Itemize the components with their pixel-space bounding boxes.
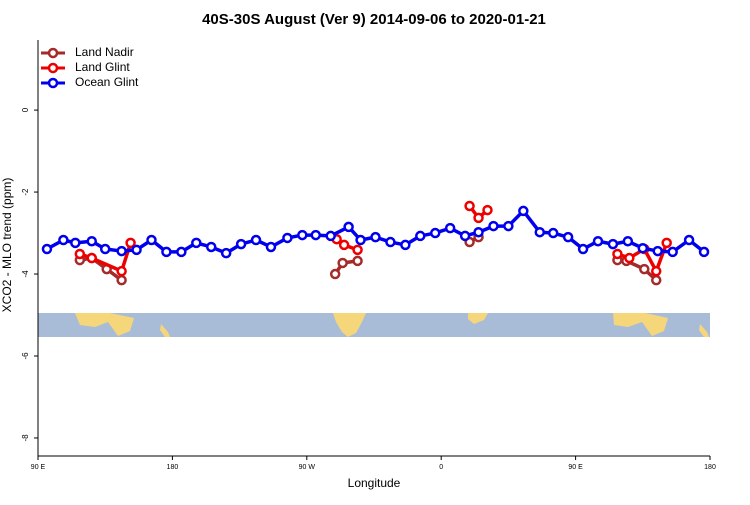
point: [698, 246, 710, 258]
point: [652, 245, 663, 257]
point: [325, 230, 336, 242]
point: [473, 226, 484, 238]
point: [131, 244, 142, 256]
point: [70, 237, 81, 249]
y-tick-label: -2: [21, 188, 30, 196]
y-tick-label: -8: [21, 434, 30, 442]
point: [547, 227, 559, 239]
point: [58, 234, 69, 246]
point: [624, 252, 635, 264]
point: [661, 237, 672, 249]
point: [116, 274, 127, 286]
legend-label: Ocean Glint: [75, 75, 139, 89]
series-line: [79, 235, 658, 282]
point: [310, 229, 322, 241]
legend-label: Land Glint: [75, 60, 130, 74]
point: [282, 232, 293, 244]
y-tick-label: -4: [21, 270, 30, 278]
point: [352, 244, 363, 256]
chart-title: 40S-30S August (Ver 9) 2014-09-06 to 202…: [202, 11, 546, 28]
point: [329, 268, 341, 280]
point: [343, 221, 354, 233]
point: [205, 241, 217, 253]
x-tick-label: 90 E: [568, 464, 583, 471]
point: [338, 239, 350, 251]
point: [176, 246, 187, 258]
point: [459, 230, 471, 242]
x-tick-label: 0: [439, 464, 443, 471]
point: [607, 238, 619, 250]
point: [297, 229, 308, 241]
point: [74, 248, 86, 260]
point: [385, 236, 396, 248]
point: [488, 220, 499, 232]
point: [220, 247, 232, 259]
point: [86, 252, 98, 264]
point: [337, 257, 348, 269]
point: [534, 226, 546, 238]
point: [99, 243, 111, 255]
map-strip: [38, 313, 710, 337]
legend-label: Land Nadir: [75, 45, 134, 59]
x-tick-label: 180: [167, 464, 179, 471]
point: [429, 227, 441, 239]
point: [191, 237, 202, 249]
point: [592, 235, 604, 247]
point: [415, 230, 426, 242]
point: [125, 237, 136, 249]
x-axis-label: Longitude: [348, 476, 401, 490]
point: [650, 265, 662, 277]
legend-marker: [47, 62, 59, 74]
point: [667, 246, 678, 258]
legend-marker: [47, 47, 59, 59]
point: [683, 234, 695, 246]
point: [482, 204, 493, 216]
point: [444, 222, 456, 234]
point: [562, 231, 574, 243]
x-tick-label: 90 W: [299, 464, 316, 471]
point: [116, 245, 127, 257]
point: [116, 265, 127, 277]
point: [518, 205, 529, 217]
y-tick-label: 0: [21, 107, 30, 112]
y-tick-label: -6: [21, 352, 30, 360]
point: [464, 200, 475, 212]
point: [41, 243, 53, 255]
point: [86, 235, 98, 247]
point: [352, 255, 363, 267]
point: [639, 263, 650, 275]
point: [355, 234, 366, 246]
point: [250, 234, 262, 246]
point: [146, 234, 157, 246]
point: [235, 238, 247, 250]
point: [612, 248, 623, 260]
y-axis-label: XCO2 - MLO trend (ppm): [0, 178, 14, 313]
x-tick-label: 180: [704, 464, 716, 471]
point: [650, 274, 662, 286]
point: [622, 235, 634, 247]
point: [161, 246, 172, 258]
legend-marker: [47, 77, 59, 89]
point: [637, 242, 649, 254]
point: [503, 220, 514, 232]
point: [400, 239, 411, 251]
point: [370, 231, 381, 243]
point: [473, 212, 484, 224]
point: [577, 243, 589, 255]
point: [265, 241, 277, 253]
x-tick-label: 90 E: [31, 464, 46, 471]
